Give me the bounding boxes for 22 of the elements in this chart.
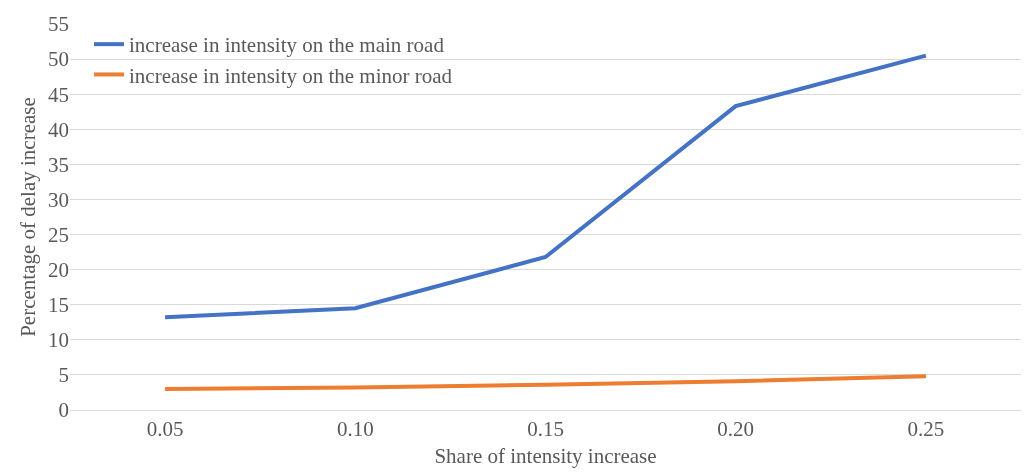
legend-label: increase in intensity on the minor road: [129, 63, 453, 88]
x-tick-label: 0.10: [336, 417, 374, 442]
legend-label: increase in intensity on the main road: [129, 33, 445, 58]
y-tick-label: 50: [48, 47, 69, 72]
x-tick-label: 0.25: [907, 417, 945, 442]
y-tick-label: 30: [48, 187, 69, 212]
y-tick-label: 10: [48, 328, 69, 353]
line-series: [163, 374, 928, 391]
y-tick-label: 40: [48, 117, 69, 142]
y-axis-title: Percentage of delay increase: [16, 97, 41, 337]
x-tick-label: 0.15: [527, 417, 564, 442]
y-tick-label: 45: [48, 82, 69, 107]
y-tick-label: 55: [48, 12, 69, 37]
y-tick-label: 15: [48, 293, 69, 318]
y-tick-label: 20: [48, 257, 69, 282]
y-tick-label: 25: [48, 222, 69, 247]
x-tick-label: 0.20: [717, 417, 755, 442]
y-tick-label: 0: [58, 398, 69, 423]
y-tick-label: 5: [58, 363, 69, 388]
y-tick-label: 35: [48, 152, 69, 177]
x-axis-title: Share of intensity increase: [434, 444, 657, 469]
x-tick-label: 0.05: [146, 417, 184, 442]
